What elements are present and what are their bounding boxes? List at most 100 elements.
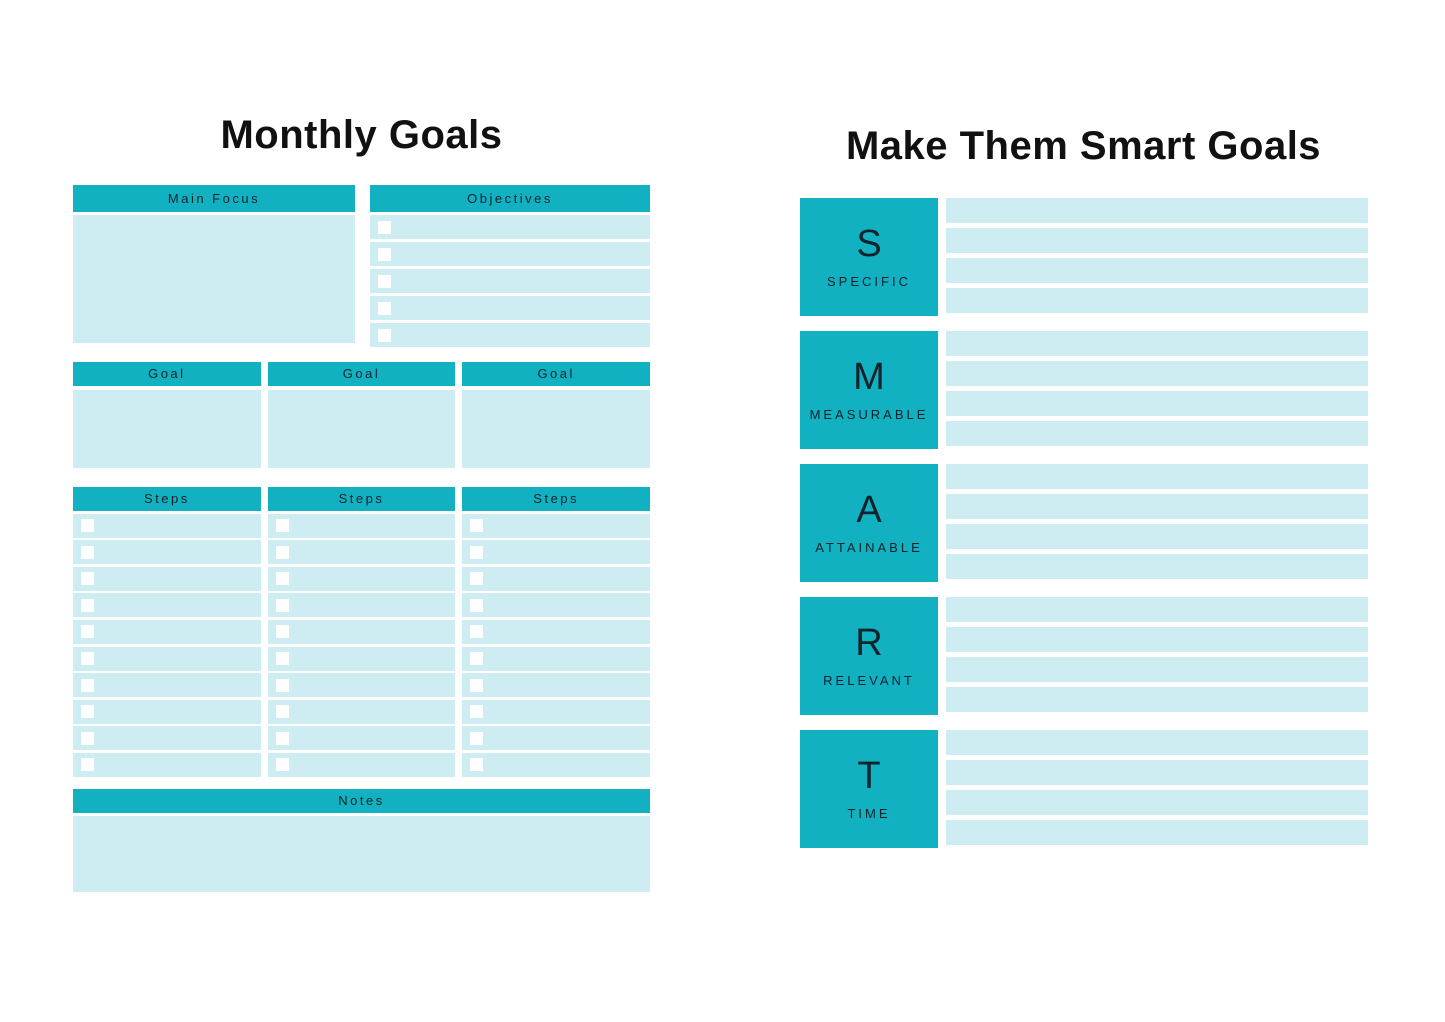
writing-line[interactable] [946, 554, 1368, 579]
checkbox-icon[interactable] [275, 758, 289, 772]
step-row[interactable] [267, 699, 456, 724]
smart-letter-card: R RELEVANT [800, 597, 938, 715]
checkbox-icon[interactable] [470, 519, 484, 533]
step-row[interactable] [462, 540, 651, 565]
checkbox-icon[interactable] [275, 598, 289, 612]
smart-letter: S [856, 223, 882, 265]
objective-row[interactable] [370, 269, 650, 293]
writing-line[interactable] [946, 657, 1368, 682]
checkbox-icon[interactable] [470, 598, 484, 612]
goal-input-area[interactable] [73, 390, 261, 468]
checkbox-icon[interactable] [275, 731, 289, 745]
checkbox-icon[interactable] [470, 731, 484, 745]
notes-input-area[interactable] [73, 816, 650, 892]
step-row[interactable] [73, 513, 261, 538]
objectives-rows [370, 215, 650, 347]
writing-line[interactable] [946, 361, 1368, 386]
step-row[interactable] [267, 513, 456, 538]
checkbox-icon[interactable] [81, 652, 94, 666]
checkbox-icon[interactable] [378, 247, 391, 261]
steps-rows [73, 513, 261, 777]
writing-line[interactable] [946, 421, 1368, 446]
checkbox-icon[interactable] [470, 545, 484, 559]
checkbox-icon[interactable] [81, 625, 94, 639]
step-row[interactable] [267, 593, 456, 618]
checkbox-icon[interactable] [378, 274, 391, 288]
checkbox-icon[interactable] [81, 678, 94, 692]
checkbox-icon[interactable] [81, 758, 94, 772]
writing-line[interactable] [946, 627, 1368, 652]
checkbox-icon[interactable] [470, 652, 484, 666]
checkbox-icon[interactable] [470, 758, 484, 772]
checkbox-icon[interactable] [275, 678, 289, 692]
writing-line[interactable] [946, 198, 1368, 223]
step-row[interactable] [267, 566, 456, 591]
writing-line[interactable] [946, 524, 1368, 549]
step-row[interactable] [462, 513, 651, 538]
writing-line[interactable] [946, 331, 1368, 356]
writing-line[interactable] [946, 258, 1368, 283]
step-row[interactable] [462, 593, 651, 618]
checkbox-icon[interactable] [81, 705, 94, 719]
step-row[interactable] [462, 726, 651, 751]
checkbox-icon[interactable] [275, 545, 289, 559]
step-row[interactable] [267, 673, 456, 698]
objective-row[interactable] [370, 323, 650, 347]
checkbox-icon[interactable] [275, 705, 289, 719]
step-row[interactable] [462, 566, 651, 591]
checkbox-icon[interactable] [81, 731, 94, 745]
checkbox-icon[interactable] [470, 625, 484, 639]
main-focus-input-area[interactable] [73, 215, 355, 343]
checkbox-icon[interactable] [275, 652, 289, 666]
step-row[interactable] [73, 699, 261, 724]
step-row[interactable] [267, 752, 456, 777]
checkbox-icon[interactable] [81, 598, 94, 612]
checkbox-icon[interactable] [378, 301, 391, 315]
step-row[interactable] [267, 646, 456, 671]
writing-line[interactable] [946, 288, 1368, 313]
goal-input-area[interactable] [267, 390, 456, 468]
step-row[interactable] [73, 619, 261, 644]
objective-row[interactable] [370, 215, 650, 239]
step-row[interactable] [73, 646, 261, 671]
step-row[interactable] [462, 646, 651, 671]
checkbox-icon[interactable] [470, 678, 484, 692]
writing-line[interactable] [946, 790, 1368, 815]
checkbox-icon[interactable] [378, 328, 391, 342]
step-row[interactable] [462, 619, 651, 644]
step-row[interactable] [73, 593, 261, 618]
step-row[interactable] [462, 752, 651, 777]
checkbox-icon[interactable] [378, 220, 391, 234]
step-row[interactable] [73, 540, 261, 565]
writing-line[interactable] [946, 391, 1368, 416]
checkbox-icon[interactable] [470, 572, 484, 586]
writing-line[interactable] [946, 760, 1368, 785]
writing-line[interactable] [946, 597, 1368, 622]
objective-row[interactable] [370, 242, 650, 266]
step-row[interactable] [73, 726, 261, 751]
step-row[interactable] [267, 540, 456, 565]
notes-section: Notes [73, 789, 650, 892]
checkbox-icon[interactable] [275, 519, 289, 533]
step-row[interactable] [73, 566, 261, 591]
step-row[interactable] [73, 673, 261, 698]
writing-line[interactable] [946, 228, 1368, 253]
goal-input-area[interactable] [462, 390, 651, 468]
checkbox-icon[interactable] [81, 519, 94, 533]
objective-row[interactable] [370, 296, 650, 320]
checkbox-icon[interactable] [470, 705, 484, 719]
step-row[interactable] [73, 752, 261, 777]
step-row[interactable] [462, 699, 651, 724]
writing-line[interactable] [946, 687, 1368, 712]
checkbox-icon[interactable] [81, 545, 94, 559]
checkbox-icon[interactable] [275, 625, 289, 639]
checkbox-icon[interactable] [81, 572, 94, 586]
step-row[interactable] [267, 619, 456, 644]
checkbox-icon[interactable] [275, 572, 289, 586]
writing-line[interactable] [946, 464, 1368, 489]
writing-line[interactable] [946, 494, 1368, 519]
step-row[interactable] [267, 726, 456, 751]
writing-line[interactable] [946, 730, 1368, 755]
writing-line[interactable] [946, 820, 1368, 845]
step-row[interactable] [462, 673, 651, 698]
